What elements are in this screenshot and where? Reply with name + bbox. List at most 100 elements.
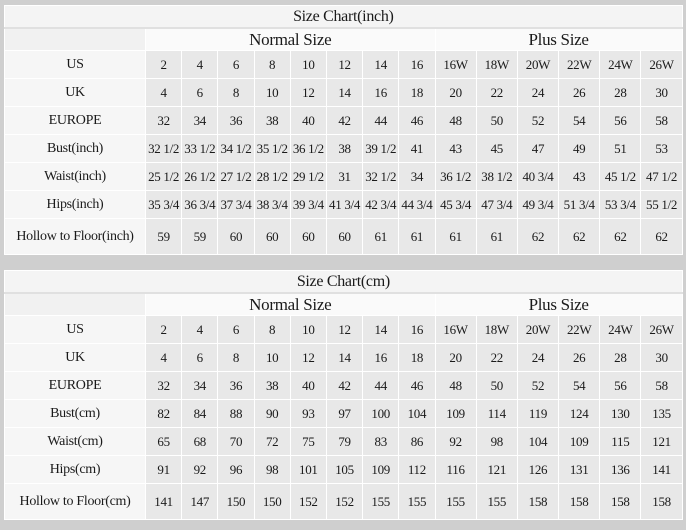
size-cell: 109 bbox=[362, 455, 400, 484]
size-cell: 130 bbox=[599, 399, 642, 428]
size-cell: 20W bbox=[516, 315, 560, 344]
header-corner bbox=[4, 292, 146, 316]
size-cell: 119 bbox=[516, 399, 560, 428]
group-normal-size: Normal Size bbox=[145, 27, 436, 51]
size-cell: 36 bbox=[217, 106, 255, 135]
size-cell: 18W bbox=[475, 50, 518, 79]
size-cell: 61 bbox=[434, 218, 477, 255]
size-cell: 91 bbox=[144, 455, 183, 484]
row-label: Bust(inch) bbox=[4, 134, 146, 163]
size-cell: 147 bbox=[181, 483, 219, 520]
size-cell: 20 bbox=[434, 78, 477, 107]
size-cell: 45 3/4 bbox=[434, 190, 477, 219]
size-cell: 47 1/2 bbox=[640, 162, 683, 191]
size-chart-inch: Size Chart(inch) Normal Size Plus Size US 2 4… bbox=[4, 5, 683, 255]
size-cell: 98 bbox=[253, 455, 291, 484]
size-cell: 35 3/4 bbox=[144, 190, 183, 219]
size-cell: 155 bbox=[362, 483, 400, 520]
size-cell: 43 bbox=[434, 134, 477, 163]
size-cell: 92 bbox=[181, 455, 219, 484]
table-row: US 2 4 6 8 10 12 14 16 16W 18W 20W 22W 24W 26W bbox=[4, 315, 683, 344]
size-cell: 2 bbox=[144, 315, 183, 344]
size-cell: 62 bbox=[558, 218, 601, 255]
size-cell: 101 bbox=[289, 455, 327, 484]
size-cell: 49 bbox=[558, 134, 601, 163]
size-cell: 44 bbox=[362, 371, 400, 400]
size-cell: 30 bbox=[640, 343, 683, 372]
size-cell: 38 bbox=[325, 134, 364, 163]
size-cell: 14 bbox=[362, 315, 400, 344]
size-cell: 58 bbox=[640, 371, 683, 400]
size-cell: 8 bbox=[217, 343, 255, 372]
size-cell: 61 bbox=[475, 218, 518, 255]
size-cell: 27 1/2 bbox=[217, 162, 255, 191]
size-cell: 32 1/2 bbox=[362, 162, 400, 191]
size-cell: 72 bbox=[253, 427, 291, 456]
size-chart-cm: Size Chart(cm) Normal Size Plus Size US 2 4 6 8… bbox=[4, 270, 683, 520]
size-cell: 62 bbox=[640, 218, 683, 255]
size-cell: 16 bbox=[362, 343, 400, 372]
size-cell: 34 1/2 bbox=[217, 134, 255, 163]
size-cell: 155 bbox=[475, 483, 518, 520]
size-table: Size Chart(inch) Normal Size Plus Size US 2 4… bbox=[4, 5, 683, 255]
size-cell: 34 bbox=[181, 371, 219, 400]
size-cell: 60 bbox=[217, 218, 255, 255]
group-plus-size: Plus Size bbox=[434, 27, 683, 51]
size-cell: 32 1/2 bbox=[144, 134, 183, 163]
size-cell: 65 bbox=[144, 427, 183, 456]
size-cell: 12 bbox=[325, 315, 364, 344]
row-label: US bbox=[4, 315, 146, 344]
size-cell: 6 bbox=[181, 343, 219, 372]
size-cell: 121 bbox=[475, 455, 518, 484]
table-row: UK 4 6 8 10 12 14 16 18 20 22 24 26 28 30 bbox=[4, 78, 683, 107]
size-cell: 93 bbox=[289, 399, 327, 428]
size-cell: 4 bbox=[181, 315, 219, 344]
size-cell: 28 bbox=[599, 78, 642, 107]
size-cell: 61 bbox=[398, 218, 436, 255]
size-cell: 38 1/2 bbox=[475, 162, 518, 191]
size-cell: 150 bbox=[253, 483, 291, 520]
size-cell: 26W bbox=[640, 315, 683, 344]
size-cell: 35 1/2 bbox=[253, 134, 291, 163]
size-cell: 16 bbox=[398, 50, 436, 79]
size-cell: 28 1/2 bbox=[253, 162, 291, 191]
size-cell: 6 bbox=[217, 50, 255, 79]
size-cell: 26 1/2 bbox=[181, 162, 219, 191]
size-cell: 16W bbox=[434, 315, 477, 344]
size-cell: 62 bbox=[516, 218, 560, 255]
size-cell: 37 3/4 bbox=[217, 190, 255, 219]
size-cell: 59 bbox=[181, 218, 219, 255]
size-cell: 155 bbox=[434, 483, 477, 520]
size-cell: 54 bbox=[558, 106, 601, 135]
size-table: Size Chart(cm) Normal Size Plus Size US 2 4 6 8… bbox=[4, 270, 683, 520]
size-cell: 158 bbox=[558, 483, 601, 520]
size-cell: 59 bbox=[144, 218, 183, 255]
size-cell: 36 1/2 bbox=[434, 162, 477, 191]
size-cell: 56 bbox=[599, 106, 642, 135]
size-cell: 61 bbox=[362, 218, 400, 255]
size-cell: 135 bbox=[640, 399, 683, 428]
table-row: Waist(inch) 25 1/2 26 1/2 27 1/2 28 1/2 29 1/… bbox=[4, 162, 683, 191]
size-cell: 50 bbox=[475, 371, 518, 400]
size-cell: 152 bbox=[325, 483, 364, 520]
size-cell: 33 1/2 bbox=[181, 134, 219, 163]
size-cell: 29 1/2 bbox=[289, 162, 327, 191]
size-cell: 22 bbox=[475, 78, 518, 107]
size-cell: 51 3/4 bbox=[558, 190, 601, 219]
size-cell: 43 bbox=[558, 162, 601, 191]
size-cell: 62 bbox=[599, 218, 642, 255]
size-cell: 14 bbox=[325, 343, 364, 372]
size-cell: 50 bbox=[475, 106, 518, 135]
size-cell: 56 bbox=[599, 371, 642, 400]
size-cell: 97 bbox=[325, 399, 364, 428]
size-cell: 109 bbox=[558, 427, 601, 456]
size-cell: 45 1/2 bbox=[599, 162, 642, 191]
table-row: Hips(cm) 91 92 96 98 101 105 109 112 116 121 126 131… bbox=[4, 455, 683, 484]
size-cell: 36 3/4 bbox=[181, 190, 219, 219]
size-cell: 8 bbox=[253, 50, 291, 79]
size-cell: 46 bbox=[398, 371, 436, 400]
size-cell: 22 bbox=[475, 343, 518, 372]
size-cell: 96 bbox=[217, 455, 255, 484]
size-cell: 105 bbox=[325, 455, 364, 484]
size-cell: 30 bbox=[640, 78, 683, 107]
